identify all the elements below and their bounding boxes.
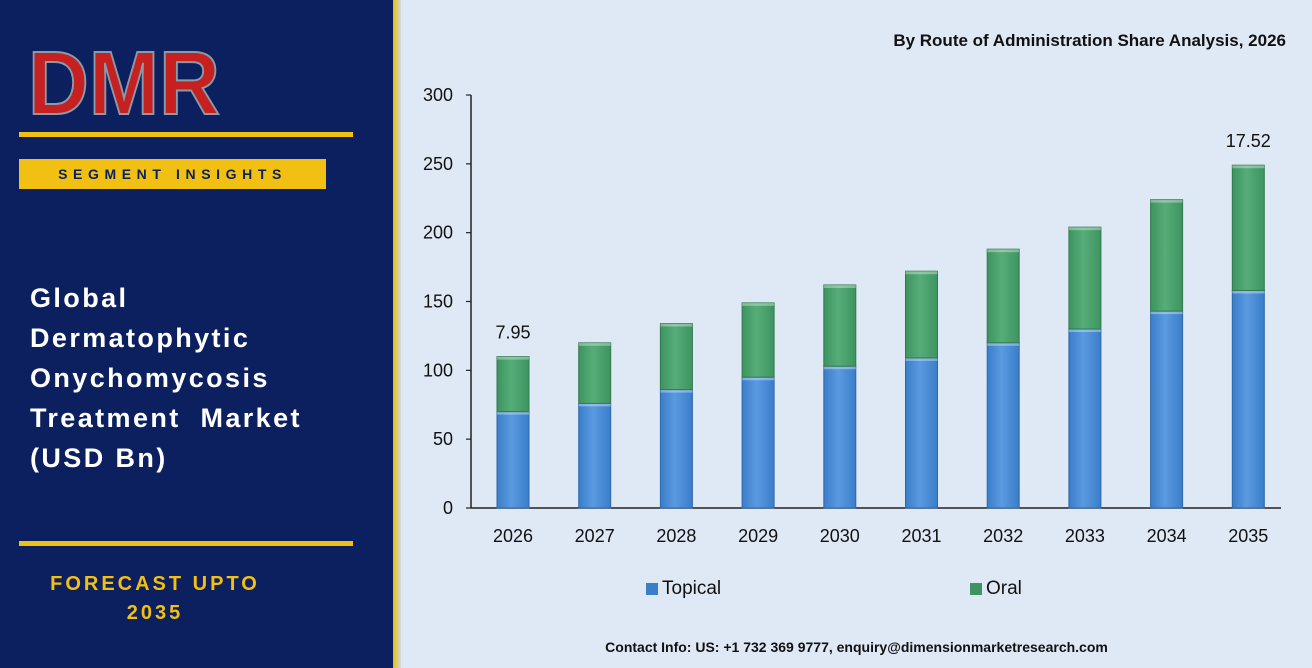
bar-topical	[823, 365, 857, 509]
x-tick-label: 2034	[1147, 526, 1187, 546]
legend-swatch-topical	[646, 583, 658, 595]
bar-oral	[741, 302, 775, 378]
x-tick-label: 2032	[983, 526, 1023, 546]
bar-oral	[986, 248, 1020, 344]
sidebar: DMR SEGMENT INSIGHTS Global Dermatophyti…	[0, 0, 393, 668]
forecast-year: 2035	[126, 602, 184, 624]
bar-topical	[1150, 310, 1184, 509]
bar-highlight	[823, 284, 856, 288]
bar-highlight	[823, 366, 856, 370]
legend-swatch-oral	[970, 583, 982, 595]
bar-highlight	[1150, 199, 1183, 203]
bar-topical	[1231, 289, 1265, 509]
y-tick-label: 50	[433, 429, 453, 449]
market-title-line: (USD Bn)	[30, 443, 168, 473]
bar-highlight	[987, 249, 1020, 253]
bar-topical	[659, 389, 693, 509]
y-tick-label: 0	[443, 498, 453, 518]
bar-highlight	[497, 356, 529, 360]
legend-item-topical: Topical	[646, 578, 721, 600]
logo-text: DMR	[28, 38, 220, 118]
y-tick-label: 200	[423, 223, 453, 243]
bar-highlight	[905, 271, 938, 275]
bar-topical	[905, 357, 938, 509]
data-label: 7.95	[495, 323, 530, 343]
bar-highlight	[987, 342, 1020, 346]
forecast-line: FORECAST UPTO	[50, 573, 260, 595]
legend-label-topical: Topical	[662, 578, 722, 599]
y-tick-label: 300	[423, 85, 453, 105]
bar-highlight	[1068, 227, 1101, 231]
bar-highlight	[905, 357, 938, 361]
market-title-line: Global	[30, 283, 129, 313]
divider-bottom	[19, 541, 353, 546]
segment-insights-badge: SEGMENT INSIGHTS	[19, 159, 326, 189]
bar-oral	[659, 323, 693, 391]
y-tick-label: 150	[423, 292, 453, 312]
bar-highlight	[578, 403, 611, 407]
bar-oral	[1231, 164, 1265, 291]
market-title-line: Dermatophytic	[30, 323, 251, 353]
bar-highlight	[578, 342, 611, 346]
bar-highlight	[742, 302, 775, 306]
bar-topical	[1068, 328, 1102, 509]
chart-title: By Route of Administration Share Analysi…	[893, 31, 1286, 50]
bar-oral	[1150, 199, 1184, 312]
bar-highlight	[1232, 290, 1265, 294]
x-tick-label: 2031	[901, 526, 941, 546]
bar-topical	[986, 342, 1020, 509]
bar-oral	[905, 270, 938, 359]
bar-highlight	[1150, 311, 1183, 315]
y-tick-label: 250	[423, 154, 453, 174]
x-tick-label: 2026	[493, 526, 533, 546]
x-tick-label: 2027	[575, 526, 615, 546]
bar-oral	[578, 342, 612, 404]
bar-oral	[823, 284, 857, 367]
x-tick-label: 2035	[1228, 526, 1268, 546]
legend-item-oral: Oral	[970, 578, 1022, 600]
forecast-label: FORECAST UPTO 2035	[20, 570, 290, 628]
bar-highlight	[742, 377, 775, 381]
y-tick-label: 100	[423, 360, 453, 380]
bar-highlight	[1232, 165, 1265, 169]
stacked-bar-chart: 0 50 100 150 200 250 300 2026 2027 2028 2029 2030 20…	[423, 85, 1281, 546]
bar-highlight	[497, 411, 529, 415]
bar-oral	[496, 356, 530, 413]
bar-oral	[1068, 226, 1102, 330]
x-tick-label: 2028	[656, 526, 696, 546]
legend-label-oral: Oral	[986, 578, 1022, 599]
market-title-line: Onychomycosis	[30, 363, 270, 393]
dmr-logo: DMR	[28, 38, 221, 118]
bar-topical	[496, 411, 530, 509]
data-label: 17.52	[1226, 131, 1271, 151]
market-title: Global Dermatophytic Onychomycosis Treat…	[30, 278, 380, 478]
market-title-line: Treatment Market	[30, 403, 302, 433]
x-tick-label: 2030	[820, 526, 860, 546]
bar-highlight	[660, 323, 693, 327]
x-tick-label: 2029	[738, 526, 778, 546]
x-tick-label: 2033	[1065, 526, 1105, 546]
bar-topical	[578, 402, 612, 509]
contact-info: Contact Info: US: +1 732 369 9777, enqui…	[605, 639, 1108, 655]
divider-top	[19, 132, 353, 137]
bar-highlight	[660, 389, 693, 393]
legend: Topical Oral	[0, 578, 1312, 602]
bar-highlight	[1068, 329, 1101, 333]
sidebar-edge	[393, 0, 401, 668]
bar-topical	[741, 376, 775, 509]
